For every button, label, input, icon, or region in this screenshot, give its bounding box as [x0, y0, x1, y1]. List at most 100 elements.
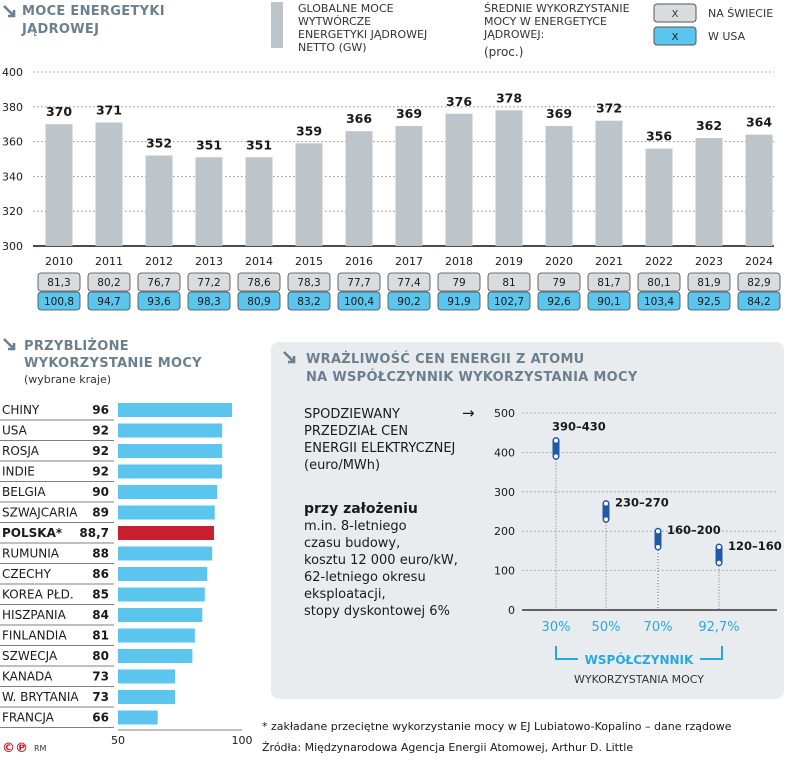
utilization-bar [118, 710, 158, 725]
capacity-bar [295, 143, 323, 246]
sens-title-line2: NA WSPÓŁCZYNNIK WYKORZYSTANIA MOCY [306, 369, 638, 385]
world-usage-box [437, 272, 481, 292]
world-usage-box [337, 272, 381, 292]
world-usage-box [537, 272, 581, 292]
utilization-bar [118, 628, 195, 643]
capacity-bar [495, 110, 523, 246]
usa-usage-value: 100,8 [44, 296, 74, 308]
country-label: RUMUNIA [2, 547, 60, 561]
range-max-dot [656, 529, 660, 534]
sens-x-axis-label: WSPÓŁCZYNNIK WYKORZYSTANIA MOCY [555, 646, 723, 686]
usa-usage-box [487, 291, 531, 311]
utilization-category-label: 50% [592, 620, 621, 635]
world-usage-box [87, 272, 131, 292]
country-value: 96 [92, 403, 109, 417]
utilization-bar [118, 485, 218, 499]
capacity-bar [145, 155, 173, 246]
capacity-bar-chart: 300 320 340 360 380 400 370 2010 371 2011 352 2012… [2, 66, 781, 311]
year-label: 2013 [195, 255, 223, 268]
world-usage-value: 80,1 [647, 277, 670, 289]
range-min-dot [554, 454, 558, 459]
country-value: 80 [92, 649, 109, 663]
logo-rm: RM [34, 744, 47, 753]
capacity-value-label: 356 [646, 129, 672, 144]
rank-title-line1: PRZYBLIŻONE [24, 338, 129, 354]
year-label: 2016 [345, 255, 373, 268]
world-usage-box [587, 272, 631, 292]
country-value: 90 [92, 485, 109, 499]
year-label: 2010 [45, 255, 73, 268]
country-label: INDIE [2, 465, 35, 479]
legend-usa-box [653, 26, 697, 46]
capacity-bar [95, 122, 123, 246]
range-max-dot [604, 501, 608, 506]
capacity-value-label: 370 [46, 104, 72, 119]
year-label: 2017 [395, 255, 423, 268]
range-label: 390–430 [552, 420, 606, 434]
usa-usage-value: 83,2 [297, 296, 320, 308]
capacity-value-label: 376 [446, 94, 472, 109]
range-min-dot [717, 560, 721, 565]
year-label: 2024 [745, 255, 773, 268]
world-usage-box [37, 272, 81, 292]
country-value: 84 [92, 608, 109, 622]
utilization-category-label: 92,7% [698, 620, 739, 635]
capacity-bar [45, 124, 73, 246]
rank-subtitle: (wybrane kraje) [24, 373, 111, 386]
utilization-category-label: 30% [542, 620, 571, 635]
world-usage-value: 82,9 [747, 277, 770, 289]
capacity-value-label: 378 [496, 90, 522, 105]
world-usage-value: 78,6 [247, 277, 271, 289]
capacity-bars: 370 2010 371 2011 352 2012 351 2013 351 2014 359 20… [45, 90, 773, 268]
range-label: 230–270 [615, 496, 669, 510]
footnote: * zakładane przeciętne wykorzystanie moc… [262, 720, 732, 733]
usa-usage-value: 90,2 [397, 296, 420, 308]
usa-usage-value: 94,7 [97, 296, 120, 308]
sens-header: WRAŻLIWOŚĆ CEN ENERGII Z ATOMU NA WSPÓŁC… [283, 351, 638, 385]
y-tick-label: 380 [2, 101, 23, 114]
usa-usage-box [187, 291, 231, 311]
legend-usage-1: ŚREDNIE WYKORZYSTANIE [484, 2, 630, 15]
range-label: 120–160 [728, 539, 782, 553]
range-max-dot [717, 544, 721, 549]
capacity-value-label: 369 [546, 106, 572, 121]
world-usage-box [287, 272, 331, 292]
world-usage-box [187, 272, 231, 292]
capacity-value-label: 364 [746, 115, 772, 130]
utilization-bar [118, 505, 215, 520]
y-tick-label: 300 [2, 240, 23, 253]
capacity-bar [245, 157, 273, 246]
capacity-value-label: 351 [196, 137, 222, 152]
world-usage-box [737, 272, 781, 292]
world-usage-value: 78,3 [297, 277, 320, 289]
logo: ©℗ [2, 741, 28, 756]
y-tick-label: 400 [2, 66, 23, 79]
capacity-value-label: 369 [396, 106, 422, 121]
country-value: 92 [92, 465, 109, 479]
world-usage-value: 76,7 [147, 277, 170, 289]
x-tick-label: 50 [111, 734, 125, 747]
legend-series-1: GLOBALNE MOCE [298, 2, 394, 15]
y-tick-label: 320 [2, 205, 23, 218]
utilization-bar [118, 546, 213, 561]
range-label: 160–200 [667, 523, 721, 537]
world-usage-value: 77,7 [347, 277, 370, 289]
world-usage-box [637, 272, 681, 292]
range-min-dot [604, 517, 608, 522]
usa-usage-box [537, 291, 581, 311]
legend-world-box-symbol: X [672, 9, 679, 20]
world-usage-box [387, 272, 431, 292]
range-max-dot [554, 438, 558, 443]
price-sensitivity-chart: 0 100 200 300 400 500 390–430 30% 230–270 50% 160–… [494, 407, 782, 635]
capacity-bar [645, 148, 673, 246]
usa-usage-box [687, 291, 731, 311]
utilization-bar [118, 649, 193, 663]
usa-usage-box [387, 291, 431, 311]
assumption-title: przy założeniu [304, 501, 418, 517]
country-value: 88,7 [79, 526, 109, 540]
legend-usa-label: W USA [708, 30, 746, 43]
world-usage-value: 77,2 [197, 277, 220, 289]
usa-usage-box [137, 291, 181, 311]
corner-arrow-icon [3, 5, 16, 18]
